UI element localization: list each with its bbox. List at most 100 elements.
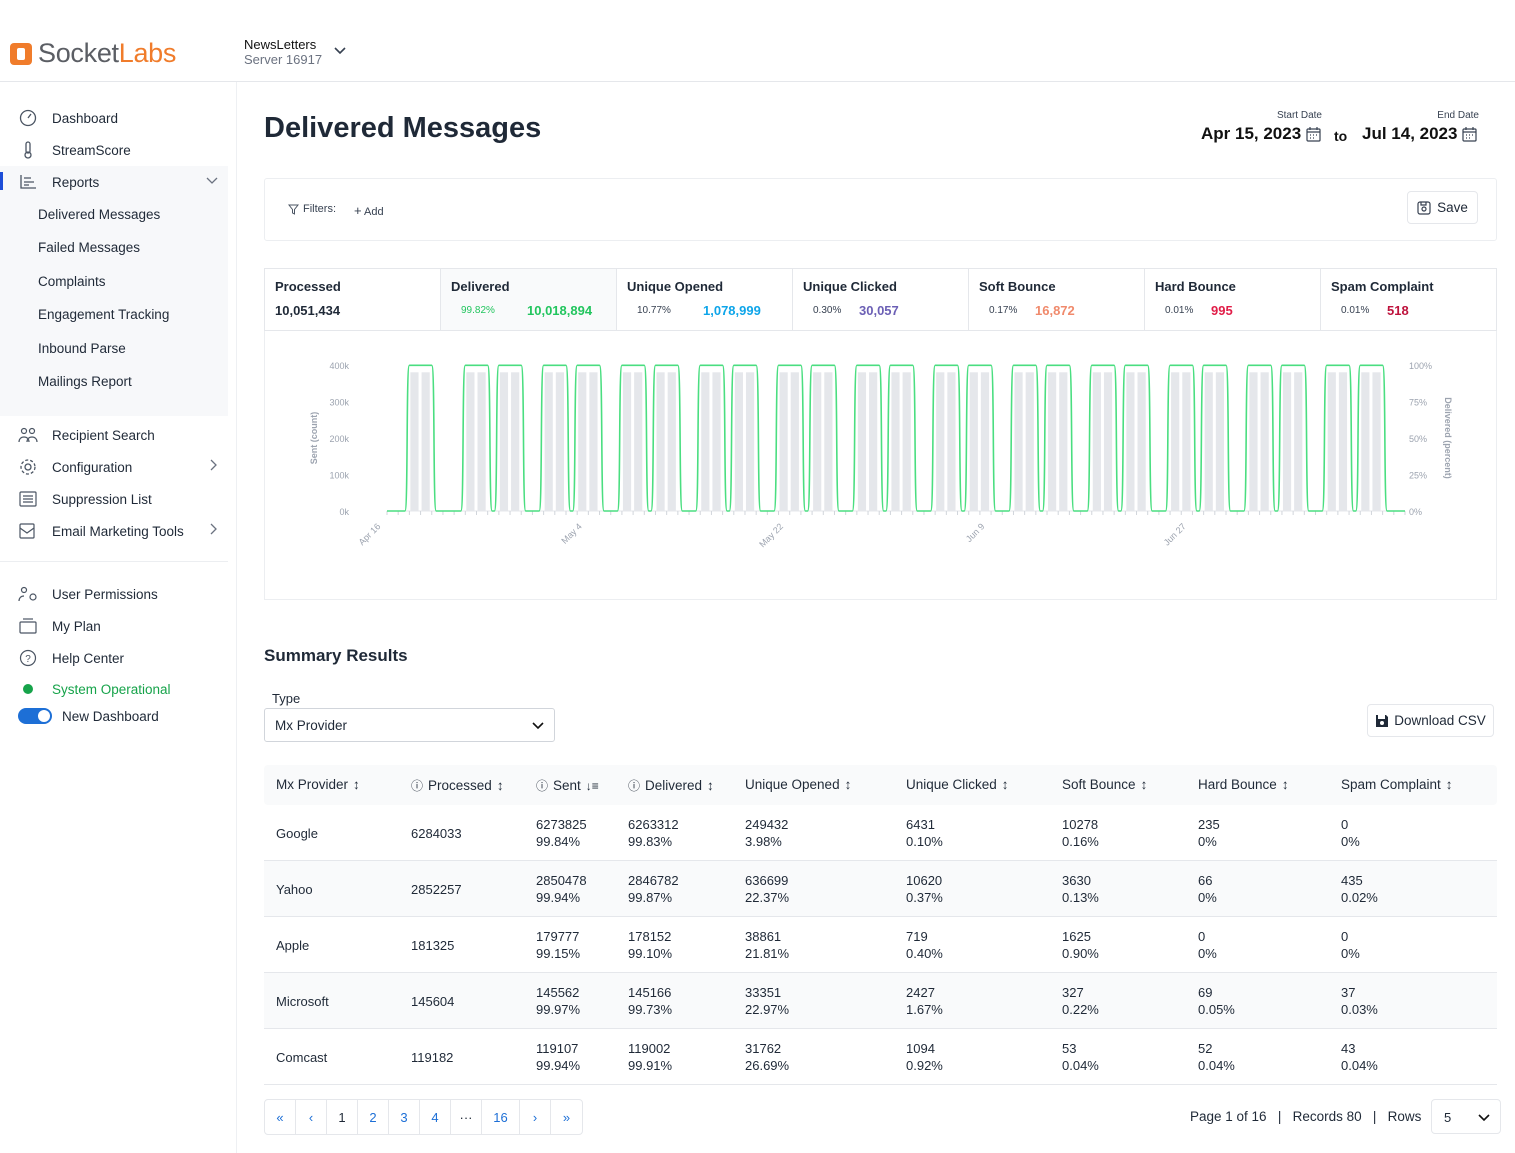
- server-selector[interactable]: NewsLetters Server 16917: [244, 37, 322, 67]
- x-tick-label: May 4: [559, 521, 583, 545]
- cell-percent: 99.94%: [536, 889, 587, 906]
- sidebar-item-dashboard[interactable]: Dashboard: [18, 108, 118, 128]
- download-csv-button[interactable]: Download CSV: [1367, 704, 1494, 737]
- column-header-soft-bounce[interactable]: Soft Bounce ↕: [1062, 777, 1147, 792]
- page-button-2[interactable]: 2: [358, 1100, 389, 1134]
- start-date-label: Start Date: [1201, 110, 1322, 121]
- table-cell: 119107 99.94%: [536, 1029, 580, 1085]
- type-select[interactable]: Mx Provider: [264, 708, 555, 742]
- sent-bar: [1339, 372, 1347, 511]
- chevron-down-icon[interactable]: [333, 46, 347, 56]
- table-cell: 178152 99.10%: [628, 917, 672, 973]
- sidebar-item-my-plan[interactable]: My Plan: [18, 616, 101, 636]
- table-cell: Microsoft: [276, 973, 329, 1029]
- end-date-picker[interactable]: End Date Jul 14, 2023: [1362, 110, 1479, 144]
- sent-bar: [791, 372, 799, 511]
- sent-bar: [869, 372, 877, 511]
- column-header-mx-provider[interactable]: Mx Provider ↕: [276, 777, 360, 792]
- sort-icon: ↕: [845, 777, 852, 792]
- stat-delivered[interactable]: Delivered 99.82% 10,018,894: [441, 269, 617, 330]
- table-cell: 37 0.03%: [1341, 973, 1378, 1029]
- save-button[interactable]: Save: [1407, 191, 1478, 224]
- stat-percent: 0.01%: [1331, 305, 1387, 316]
- column-header-hard-bounce[interactable]: Hard Bounce ↕: [1198, 777, 1289, 792]
- rows-per-page-select[interactable]: 5: [1431, 1099, 1501, 1134]
- sidebar-item-email-marketing-tools[interactable]: Email Marketing Tools: [18, 521, 184, 541]
- sidebar-sub-delivered-messages[interactable]: Delivered Messages: [38, 207, 160, 222]
- sidebar-item-user-permissions[interactable]: User Permissions: [18, 584, 158, 604]
- prev-page-button[interactable]: ‹: [296, 1100, 327, 1134]
- table-cell: 119002 99.91%: [628, 1029, 672, 1085]
- sidebar-item-configuration[interactable]: Configuration: [18, 457, 132, 477]
- sent-bar: [813, 372, 821, 511]
- sidebar-divider: [0, 561, 228, 562]
- sidebar-item-label: My Plan: [52, 619, 101, 634]
- sidebar-sub-mailings-report[interactable]: Mailings Report: [38, 374, 132, 389]
- table-cell: 43 0.04%: [1341, 1029, 1378, 1085]
- stat-soft-bounce[interactable]: Soft Bounce 0.17% 16,872: [969, 269, 1145, 330]
- sent-bar: [981, 372, 989, 511]
- sidebar-item-suppression-list[interactable]: Suppression List: [18, 489, 152, 509]
- table-cell: 179777 99.15%: [536, 917, 580, 973]
- column-header-processed[interactable]: ⓘ Processed ↕: [411, 777, 504, 794]
- table-cell: 636699 22.37%: [745, 861, 789, 917]
- start-date-picker[interactable]: Start Date Apr 15, 2023: [1201, 110, 1322, 144]
- cell-percent: 99.15%: [536, 945, 580, 962]
- chevron-right-icon[interactable]: [210, 459, 218, 471]
- sidebar-item-label: Email Marketing Tools: [52, 524, 184, 539]
- sidebar-sub-complaints[interactable]: Complaints: [38, 274, 106, 289]
- new-dashboard-toggle[interactable]: [18, 708, 52, 724]
- last-page-button[interactable]: »: [551, 1100, 582, 1134]
- cell-value: Microsoft: [276, 993, 329, 1010]
- table-cell: 119182: [411, 1029, 453, 1085]
- socketlabs-logo[interactable]: SocketLabs: [10, 38, 176, 69]
- stat-spam-complaint[interactable]: Spam Complaint 0.01% 518: [1321, 269, 1496, 330]
- stat-processed[interactable]: Processed 10,051,434: [265, 269, 441, 330]
- table-cell: 145604: [411, 973, 454, 1029]
- table-cell: Yahoo: [276, 861, 313, 917]
- cell-percent: 3.98%: [745, 833, 788, 850]
- add-filter-button[interactable]: + Add: [354, 203, 384, 218]
- chart-svg: 400k300k200k100k0k100%75%50%25%0%Sent (c…: [265, 331, 1498, 600]
- sidebar-sub-failed-messages[interactable]: Failed Messages: [38, 240, 140, 255]
- table-cell: 145166 99.73%: [628, 973, 672, 1029]
- cell-value: 52: [1198, 1040, 1235, 1057]
- cell-percent: 0.16%: [1062, 833, 1099, 850]
- stat-unique-clicked[interactable]: Unique Clicked 0.30% 30,057: [793, 269, 969, 330]
- sidebar-item-help-center[interactable]: ? Help Center: [18, 648, 124, 668]
- chevron-down-icon[interactable]: [206, 177, 218, 185]
- column-header-sent[interactable]: ⓘ Sent ↓≡: [536, 777, 599, 794]
- rows-per-page-value: 5: [1444, 1110, 1451, 1125]
- sidebar-item-recipient-search[interactable]: Recipient Search: [18, 425, 155, 445]
- first-page-button[interactable]: «: [265, 1100, 296, 1134]
- cell-value: Yahoo: [276, 881, 313, 898]
- cell-value: 435: [1341, 872, 1378, 889]
- column-header-delivered[interactable]: ⓘ Delivered ↕: [628, 777, 714, 794]
- sidebar-sub-engagement-tracking[interactable]: Engagement Tracking: [38, 307, 169, 322]
- sidebar-sub-inbound-parse[interactable]: Inbound Parse: [38, 341, 126, 356]
- column-header-unique-opened[interactable]: Unique Opened ↕: [745, 777, 851, 792]
- column-header-unique-clicked[interactable]: Unique Clicked ↕: [906, 777, 1009, 792]
- stat-unique-opened[interactable]: Unique Opened 10.77% 1,078,999: [617, 269, 793, 330]
- column-header-spam-complaint[interactable]: Spam Complaint ↕: [1341, 777, 1453, 792]
- page-button-4[interactable]: 4: [420, 1100, 451, 1134]
- sidebar-item-reports[interactable]: Reports: [18, 172, 99, 192]
- next-page-button[interactable]: ›: [520, 1100, 551, 1134]
- cell-percent: 0.10%: [906, 833, 943, 850]
- sent-bar: [936, 372, 944, 511]
- stat-label: Unique Clicked: [803, 279, 968, 294]
- cell-value: 1625: [1062, 928, 1099, 945]
- page-button-1[interactable]: 1: [327, 1100, 358, 1134]
- page-button-3[interactable]: 3: [389, 1100, 420, 1134]
- cell-value: 31762: [745, 1040, 789, 1057]
- y-tick-label: 200k: [329, 434, 349, 444]
- system-status[interactable]: System Operational: [18, 679, 171, 699]
- page-button-16[interactable]: 16: [482, 1100, 520, 1134]
- cell-value: 179777: [536, 928, 580, 945]
- stat-hard-bounce[interactable]: Hard Bounce 0.01% 995: [1145, 269, 1321, 330]
- cell-value: 145562: [536, 984, 580, 1001]
- table-cell: 2850478 99.94%: [536, 861, 587, 917]
- email-tools-icon: [18, 521, 38, 541]
- chevron-right-icon[interactable]: [210, 523, 218, 535]
- sidebar-item-streamscore[interactable]: StreamScore: [18, 140, 131, 160]
